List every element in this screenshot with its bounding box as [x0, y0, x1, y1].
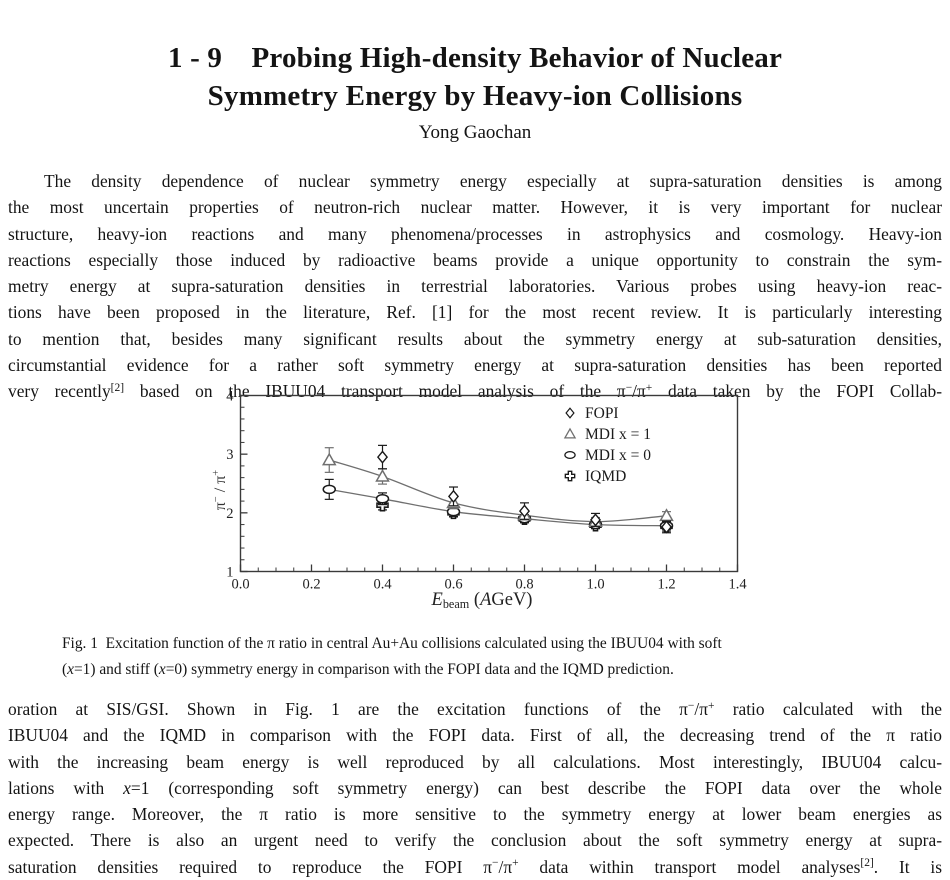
- text-line: lations with x=1 (corresponding soft sym…: [8, 777, 942, 798]
- x-tick-label: 0.8: [515, 577, 533, 593]
- x-tick-label: 0.4: [373, 577, 392, 593]
- x-axis-label: Ebeam (AGeV): [431, 590, 533, 612]
- diamond-marker: [447, 489, 460, 504]
- figure-1: 0.0 0.2 0.4 0.6 0.8 1.0 1.2 1.4 1 2 3 4 FOPI MDI x = …: [204, 390, 760, 636]
- paragraph-1: The density dependence of nuclear symmet…: [8, 171, 942, 408]
- excitation-function-chart: 0.0 0.2 0.4 0.6 0.8 1.0 1.2 1.4 1 2 3 4 FOPI MDI x = …: [226, 390, 747, 593]
- text-line: IBUU04 and the IQMD in comparison with t…: [8, 725, 942, 746]
- plot-frame: [239, 394, 739, 573]
- text-line: reactions especially those induced by ra…: [8, 249, 942, 270]
- triangle-marker: [375, 468, 390, 482]
- triangle-marker: [321, 452, 337, 466]
- text-line: saturation densities required to reprodu…: [8, 856, 943, 877]
- text-line: metry energy at supra-saturation densiti…: [8, 276, 942, 297]
- diamond-marker: [589, 513, 602, 527]
- legend-label: MDI x = 1: [585, 426, 651, 443]
- text-line: energy range. Moreover, the π ratio is m…: [8, 804, 942, 825]
- ellipse-marker: [375, 494, 390, 504]
- y-axis-label: π− / π+: [211, 469, 229, 511]
- figure-caption: Fig. 1 Excitation function of the π rati…: [62, 631, 924, 682]
- text-line: with the increasing beam energy is well …: [8, 751, 942, 772]
- text-line: (x=1) and stiff (x=0) symmetry energy in…: [62, 660, 674, 678]
- x-tick-label: 0.2: [302, 577, 320, 593]
- triangle-marker: [563, 427, 577, 439]
- paragraph-2: oration at SIS/GSI. Shown in Fig. 1 are …: [8, 699, 942, 880]
- text-line: The density dependence of nuclear symmet…: [44, 171, 942, 191]
- diamond-marker: [660, 520, 673, 534]
- x-tick-label: 0.0: [231, 577, 249, 593]
- legend-label: MDI x = 0: [585, 447, 651, 464]
- y-tick-label: 1: [226, 565, 233, 581]
- legend-label: IQMD: [585, 468, 626, 485]
- cross-marker: [564, 470, 576, 482]
- ellipse-marker: [564, 450, 576, 460]
- text-line: to mention that, besides many significan…: [8, 328, 942, 349]
- text-line: circumstantial evidence for a rather sof…: [8, 355, 942, 376]
- text-line: oration at SIS/GSI. Shown in Fig. 1 are …: [8, 699, 943, 719]
- text-line: tions have been proposed in the literatu…: [8, 302, 942, 323]
- ellipse-marker: [322, 484, 336, 495]
- y-tick-label: 2: [226, 506, 233, 522]
- y-tick-label: 3: [226, 447, 233, 463]
- diamond-marker: [376, 450, 389, 464]
- title-line-2: Symmetry Energy by Heavy-ion Collisions: [207, 80, 743, 112]
- y-tick-label: 4: [226, 390, 234, 405]
- text-line: very recently[2] based on the IBUU04 tra…: [8, 381, 942, 402]
- x-tick-label: 0.6: [444, 577, 462, 593]
- x-tick-label: 1.2: [657, 577, 675, 593]
- x-tick-label: 1.0: [586, 577, 604, 593]
- diamond-marker: [518, 504, 531, 518]
- title-line-1: 1 - 9 Probing High-density Behavior of N…: [167, 42, 783, 74]
- text-line: Fig. 1 Excitation function of the π rati…: [62, 635, 722, 652]
- text-line: structure, heavy-ion reactions and many …: [8, 223, 942, 244]
- x-tick-label: 1.4: [728, 577, 747, 593]
- text-line: expected. There is also an urgent need t…: [8, 830, 942, 851]
- paper-title: 1 - 9 Probing High-density Behavior of N…: [0, 39, 950, 115]
- author-name: Yong Gaochan: [418, 122, 532, 143]
- legend-label: FOPI: [585, 405, 619, 422]
- diamond-marker: [565, 407, 575, 419]
- text-line: the most uncertain properties of neutron…: [8, 197, 942, 218]
